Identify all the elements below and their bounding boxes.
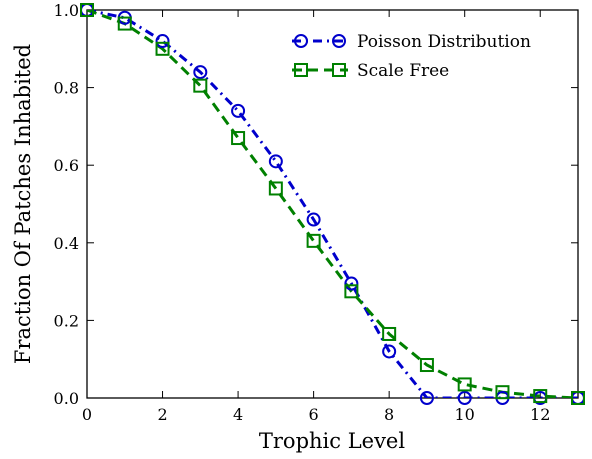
data-point-square: [268, 181, 283, 196]
legend-marker-poisson-right: [332, 34, 346, 48]
y-tick-label: 0.8: [54, 79, 79, 98]
x-tick-label: 12: [530, 405, 550, 424]
data-point-square: [533, 389, 548, 404]
data-point-square: [80, 3, 94, 17]
legend-marker-poisson-left: [294, 34, 308, 48]
x-tick-label: 0: [82, 405, 92, 424]
x-tick-label: 10: [455, 405, 475, 424]
x-tick-label: 2: [157, 405, 167, 424]
data-point-square: [117, 16, 132, 31]
x-tick-label: 6: [309, 405, 319, 424]
data-point-circle: [382, 344, 397, 359]
data-point-circle: [231, 103, 246, 118]
data-point-circle: [457, 391, 472, 405]
data-point-square: [495, 385, 510, 400]
legend-label-poisson: Poisson Distribution: [357, 32, 531, 52]
data-point-square: [571, 391, 585, 405]
data-point-circle: [193, 65, 208, 80]
data-point-circle: [419, 391, 434, 405]
legend: Poisson Distribution Scale Free: [292, 32, 531, 81]
data-point-square: [231, 131, 246, 146]
data-point-square: [419, 358, 434, 373]
data-point-circle: [344, 276, 359, 291]
y-tick-label: 0.2: [54, 311, 79, 330]
y-tick-label: 0.0: [54, 389, 79, 408]
legend-label-scale-free: Scale Free: [357, 61, 449, 81]
data-point-circle: [268, 154, 283, 169]
data-point-circle: [306, 212, 321, 227]
data-point-square: [155, 41, 170, 56]
y-tick-label: 1.0: [54, 1, 79, 20]
x-axis-label: Trophic Level: [259, 429, 405, 453]
legend-marker-scale-free-right: [332, 63, 346, 77]
legend-marker-scale-free-left: [294, 63, 308, 77]
y-tick-label: 0.6: [54, 156, 79, 175]
y-tick-label: 0.4: [54, 234, 79, 253]
x-tick-label: 8: [384, 405, 394, 424]
y-axis-label: Fraction Of Patches Inhabited: [11, 44, 35, 364]
data-point-square: [344, 284, 359, 299]
data-point-square: [382, 326, 397, 341]
data-point-square: [193, 78, 208, 93]
x-tick-label: 4: [233, 405, 243, 424]
data-point-square: [306, 233, 321, 248]
data-point-square: [457, 377, 472, 392]
data-point-circle: [155, 34, 170, 49]
